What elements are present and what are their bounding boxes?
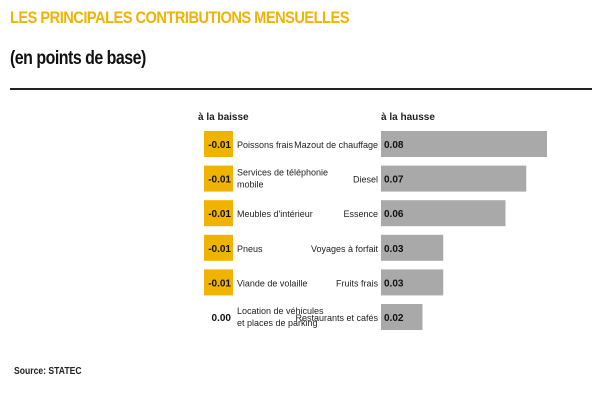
increase-panel-title: à la hausse [381,112,435,123]
increase-category-label: Essence [343,209,378,219]
increase-category-label: Restaurants et cafés [295,313,378,323]
decrease-category-label: Meubles d'intérieur [237,209,313,219]
decrease-value-label: -0.01 [208,244,231,255]
decrease-value-label: 0.00 [212,313,232,324]
chart-title: LES PRINCIPALES CONTRIBUTIONS MENSUELLES [10,8,349,27]
increase-value-label: 0.07 [384,175,404,186]
decrease-category-label: Viande de volaille [237,278,307,288]
increase-value-label: 0.06 [384,209,404,220]
increase-bar [381,165,527,192]
increase-category-label: Voyages à forfait [311,244,379,254]
increase-bars: 0.08 Mazout de chauffage 0.07 Diesel 0.06 Ess… [294,131,547,330]
increase-value-label: 0.03 [384,244,404,255]
decrease-value-label: -0.01 [208,175,231,186]
decrease-category-label: Pneus [237,244,263,254]
increase-value-label: 0.02 [384,313,404,324]
increase-category-label: Mazout de chauffage [294,140,378,150]
increase-category-label: Fruits frais [336,278,379,288]
increase-category-label: Diesel [353,175,378,185]
decrease-bar [204,131,233,157]
increase-value-label: 0.08 [384,140,404,151]
source-note: Source: STATEC [14,366,82,377]
decrease-category-label: Poissons frais [237,140,294,150]
decrease-panel-title: à la baisse [198,112,249,123]
decrease-bar [204,165,233,192]
decrease-bars: -0.01 Poissons frais -0.01 Services de télé… [204,131,328,328]
decrease-value-label: -0.01 [208,278,231,289]
increase-bar [381,269,444,296]
increase-value-label: 0.03 [384,278,404,289]
increase-bar [381,131,547,157]
decrease-value-label: -0.01 [208,140,231,151]
decrease-category-label: Services de téléphonie mobile [237,168,328,190]
decrease-bar [204,234,233,261]
decrease-bar [204,269,233,296]
increase-bar [381,304,423,330]
increase-bar [381,234,444,261]
decrease-value-label: -0.01 [208,209,231,220]
chart-subtitle: (en points de base) [10,48,146,69]
decrease-category-label: Location de véhicules et places de parkin… [237,306,324,328]
increase-bar [381,200,506,227]
decrease-bar [204,200,233,227]
title-rule [10,88,592,90]
